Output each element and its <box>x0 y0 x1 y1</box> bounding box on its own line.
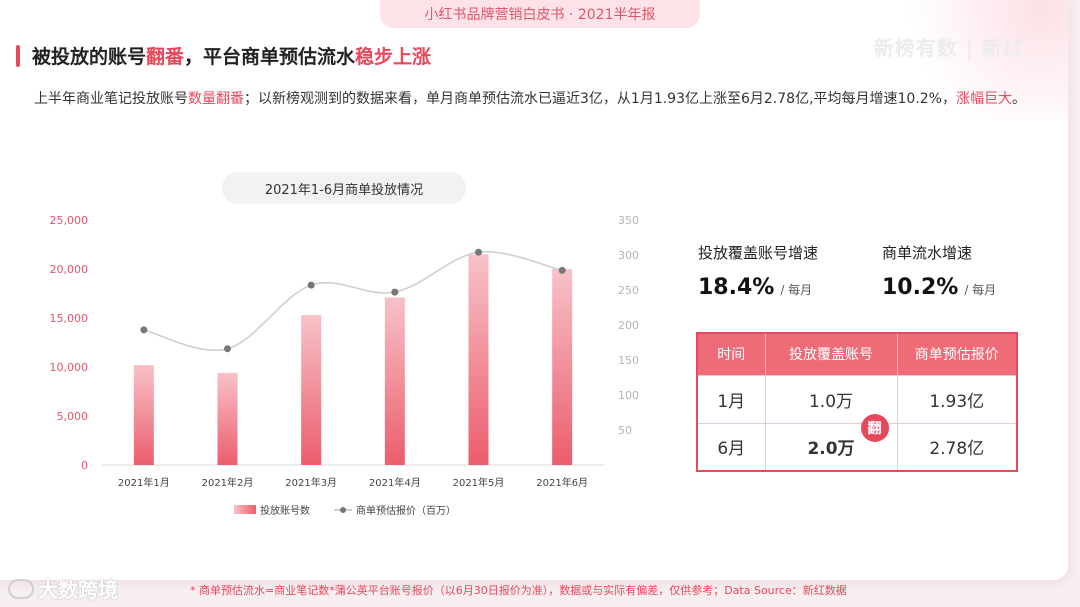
line-point <box>475 248 482 256</box>
x-tick-label: 2021年4月 <box>369 476 421 489</box>
stat-value: 10.2% / 每月 <box>882 275 996 300</box>
y-left-tick-label: 25,000 <box>50 214 89 227</box>
table-header: 投放覆盖账号 <box>765 333 898 375</box>
bar <box>301 315 322 465</box>
table-cell: 1月 <box>697 374 766 423</box>
stat-number: 10.2% <box>882 275 959 300</box>
chart-title: 2021年1-6月商单投放情况 <box>222 172 466 204</box>
watermark: 新榜有数 | 新红 <box>873 36 1024 60</box>
line-point <box>558 266 566 274</box>
y-right-tick-label: 250 <box>618 284 639 297</box>
bar <box>468 254 489 465</box>
headline-part3: ，平台商单预估流水 <box>184 46 356 68</box>
stat-value: 18.4% / 每月 <box>698 275 818 300</box>
line-point <box>140 326 148 334</box>
stat-label: 投放覆盖账号增速 <box>698 244 819 262</box>
stat-unit: / 每月 <box>964 283 997 297</box>
stat-account-growth: 投放覆盖账号增速 18.4% / 每月 <box>698 242 818 300</box>
table-cell: 1.93亿 <box>897 374 1017 423</box>
cell-value: 2.0万 <box>807 439 855 460</box>
logo-text: 大数跨境 <box>38 578 118 602</box>
x-tick-label: 2021年1月 <box>118 476 170 489</box>
table-row: 6月 2.0万翻 2.78亿 <box>697 413 1017 471</box>
headline-part4: 稳步上涨 <box>355 46 432 68</box>
report-title-pill: 小红书品牌营销白皮书 · 2021半年报 <box>380 0 700 28</box>
legend-line-label: 商单预估报价（百万） <box>356 504 456 517</box>
y-left-tick-label: 20,000 <box>50 263 89 276</box>
table-cell: 2.78亿 <box>897 422 1017 471</box>
y-left-tick-label: 15,000 <box>50 312 89 325</box>
bar <box>133 365 154 465</box>
x-tick-label: 2021年3月 <box>285 476 337 489</box>
series-line <box>143 250 563 351</box>
legend-line-marker <box>340 507 346 513</box>
y-right-tick-label: 150 <box>618 354 639 367</box>
y-left-tick-label: 5,000 <box>57 410 89 423</box>
bar <box>552 269 573 465</box>
report-card: 小红书品牌营销白皮书 · 2021半年报 新榜有数 | 新红 被投放的账号翻番，… <box>0 0 1068 580</box>
line-series <box>140 248 566 353</box>
table-row: 1月 1.0万 1.93亿 <box>697 374 1017 423</box>
legend-bar-swatch <box>234 505 256 514</box>
stat-revenue-growth: 商单流水增速 10.2% / 每月 <box>882 242 996 300</box>
y-right-tick-label: 300 <box>618 249 639 262</box>
stat-unit: / 每月 <box>780 283 813 297</box>
y-left-tick-label: 10,000 <box>50 361 89 374</box>
double-badge: 翻 <box>860 413 889 442</box>
headline-text: 被投放的账号翻番，平台商单预估流水稳步上涨 <box>32 42 431 69</box>
combo-chart: 0 5,000 10,000 15,000 20,000 25,000 50 100 150 20… <box>50 214 640 517</box>
y-right-tick-label: 350 <box>618 214 639 227</box>
axis-labels: 0 5,000 10,000 15,000 20,000 25,000 50 100 150 20… <box>50 214 640 489</box>
y-right-tick-label: 100 <box>618 389 639 402</box>
bar <box>384 297 405 465</box>
para-part5: 。 <box>1012 91 1026 107</box>
summary-paragraph: 上半年商业笔记投放账号数量翻番；以新榜观测到的数据来看，单月商单预估流水已逼近3… <box>34 84 1034 114</box>
comparison-table: 时间 投放覆盖账号 商单预估报价 1月 1.0万 1.93亿 6月 2.0万翻 … <box>696 332 1018 472</box>
para-part2: 数量翻番 <box>188 91 244 107</box>
headline-accent-bar <box>16 44 20 67</box>
x-tick-label: 2021年6月 <box>536 476 588 489</box>
bar-series <box>133 254 573 465</box>
table-header: 时间 <box>697 333 766 375</box>
headline-part1: 被投放的账号 <box>32 46 147 68</box>
stat-label: 商单流水增速 <box>882 244 973 262</box>
table-cell-highlight: 2.0万翻 <box>765 413 898 471</box>
corner-decoration <box>888 0 1068 120</box>
chart-legend: 投放账号数 商单预估报价（百万） <box>234 504 456 517</box>
line-point <box>307 281 315 289</box>
para-part4: 涨幅巨大 <box>956 91 1012 107</box>
x-tick-label: 2021年2月 <box>202 476 254 489</box>
line-point <box>224 345 231 353</box>
legend-bar-label: 投放账号数 <box>260 504 310 517</box>
y-right-tick-label: 50 <box>618 424 632 437</box>
para-part3: ；以新榜观测到的数据来看，单月商单预估流水已逼近3亿，从1月1.93亿上涨至6月… <box>244 91 956 107</box>
table-header-row: 时间 投放覆盖账号 商单预估报价 <box>697 333 1017 375</box>
bar <box>217 372 238 465</box>
y-right-tick-label: 200 <box>618 319 639 332</box>
stat-number: 18.4% <box>698 275 775 300</box>
para-part1: 上半年商业笔记投放账号 <box>34 91 188 107</box>
line-point <box>391 288 399 296</box>
page-headline: 被投放的账号翻番，平台商单预估流水稳步上涨 <box>16 42 431 69</box>
table-header: 商单预估报价 <box>897 333 1017 375</box>
logo-icon <box>8 578 34 599</box>
brand-logo: 大数跨境 <box>8 574 118 603</box>
y-left-tick-label: 0 <box>81 459 88 472</box>
table-cell: 6月 <box>697 422 766 471</box>
x-tick-label: 2021年5月 <box>453 476 505 489</box>
headline-part2: 翻番 <box>146 46 185 68</box>
footnote: * 商单预估流水=商业笔记数*蒲公英平台账号报价（以6月30日报价为准），数据或… <box>190 584 847 597</box>
